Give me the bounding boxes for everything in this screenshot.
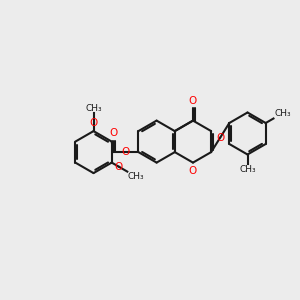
Text: CH₃: CH₃ — [239, 165, 256, 174]
Text: O: O — [115, 162, 123, 172]
Text: O: O — [189, 96, 197, 106]
Text: O: O — [110, 128, 118, 138]
Text: CH₃: CH₃ — [85, 104, 102, 113]
Text: O: O — [122, 147, 130, 157]
Text: CH₃: CH₃ — [127, 172, 144, 181]
Text: CH₃: CH₃ — [274, 109, 291, 118]
Text: O: O — [89, 118, 98, 128]
Text: O: O — [189, 166, 197, 176]
Text: O: O — [216, 133, 224, 142]
